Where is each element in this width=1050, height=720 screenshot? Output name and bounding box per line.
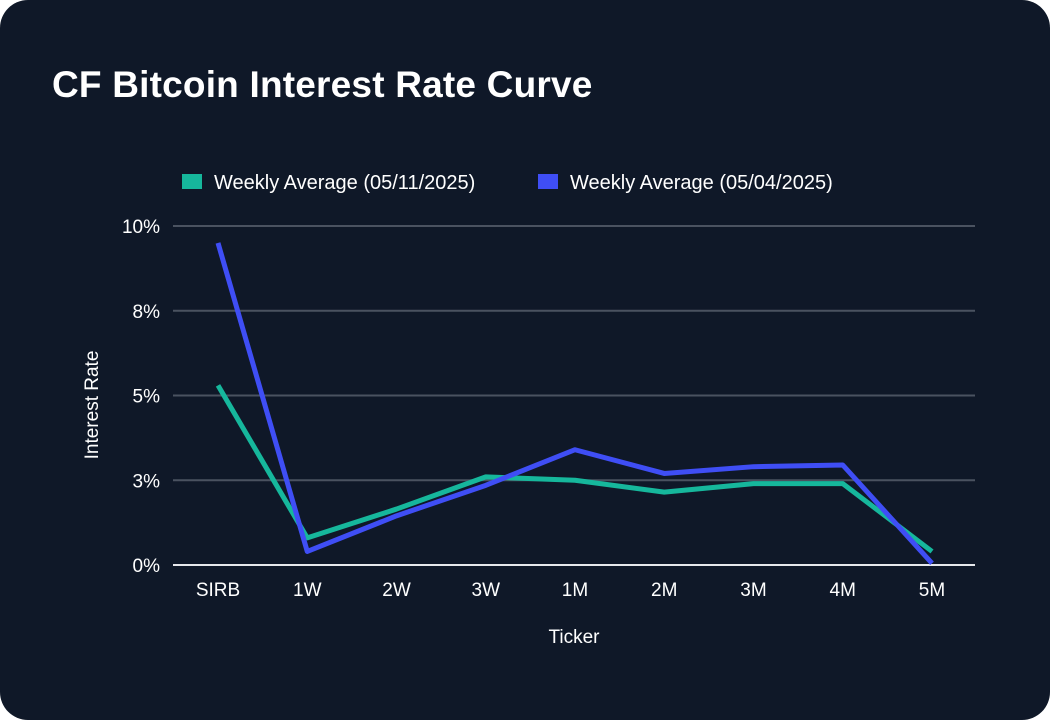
y-tick-label: 8% [133, 302, 161, 323]
legend-swatch [538, 174, 558, 189]
y-axis-ticks: 0% 3% 5% 8% 10% [122, 217, 160, 577]
legend-label: Weekly Average (05/04/2025) [570, 172, 833, 194]
x-tick-label: 5M [919, 580, 945, 601]
y-tick-label: 0% [133, 556, 161, 577]
series-line-1 [215, 384, 934, 554]
legend: Weekly Average (05/11/2025) Weekly Averag… [182, 172, 833, 194]
x-tick-label: 2W [382, 580, 411, 601]
legend-label: Weekly Average (05/11/2025) [214, 172, 475, 194]
legend-swatch [182, 174, 202, 189]
chart-title: CF Bitcoin Interest Rate Curve [52, 64, 593, 105]
x-tick-label: 3M [740, 580, 766, 601]
x-tick-label: 4M [830, 580, 856, 601]
series-lines [215, 242, 934, 565]
x-axis-label: Ticker [548, 627, 600, 648]
x-tick-label: 3W [472, 580, 501, 601]
y-axis-label: Interest Rate [82, 351, 103, 460]
x-tick-label: 2M [651, 580, 677, 601]
y-tick-label: 3% [133, 471, 161, 492]
y-tick-label: 5% [133, 387, 161, 408]
x-axis-ticks: SIRB 1W 2W 3W 1M 2M 3M 4M 5M [196, 580, 945, 601]
x-tick-label: 1M [562, 580, 588, 601]
x-tick-label: 1W [293, 580, 322, 601]
x-tick-label: SIRB [196, 580, 240, 601]
series-line-2 [215, 242, 934, 565]
y-tick-label: 10% [122, 217, 160, 238]
